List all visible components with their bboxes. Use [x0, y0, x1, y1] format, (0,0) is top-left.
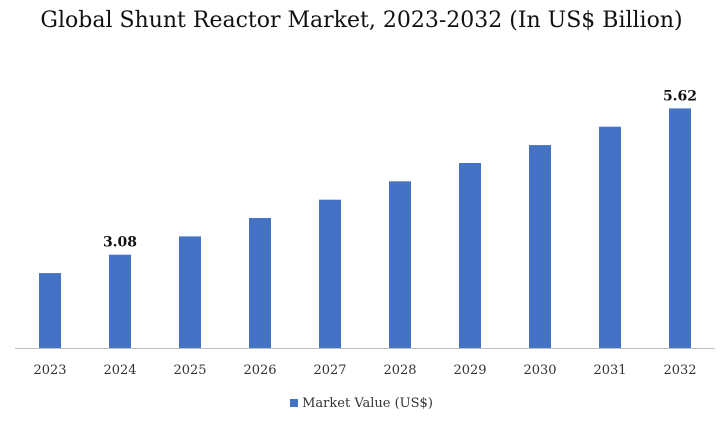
x-tick-label-2028: 2028 [383, 363, 416, 378]
x-tick-label-2023: 2023 [33, 363, 66, 378]
x-tick-label-2025: 2025 [173, 363, 206, 378]
bar-2025 [179, 236, 201, 348]
bar-2032 [669, 108, 691, 349]
x-tick-label-2026: 2026 [243, 363, 276, 378]
bar-2029 [459, 163, 481, 348]
bar-2026 [249, 218, 271, 348]
bar-2027 [319, 199, 341, 348]
x-tick-label-2031: 2031 [593, 363, 626, 378]
data-label-2024: 3.08 [103, 235, 137, 251]
chart-title: Global Shunt Reactor Market, 2023-2032 (… [40, 8, 683, 33]
bar-2030 [529, 145, 551, 348]
data-label-2032: 5.62 [663, 88, 697, 104]
x-tick-label-2032: 2032 [663, 363, 696, 378]
x-tick-label-2030: 2030 [523, 363, 556, 378]
bar-2028 [389, 181, 411, 348]
x-tick-label-2029: 2029 [453, 363, 486, 378]
x-tick-label-2024: 2024 [103, 363, 136, 378]
legend-label: Market Value (US$) [302, 396, 433, 411]
bar-2031 [599, 126, 621, 348]
legend: Market Value (US$) [0, 396, 723, 411]
legend-swatch [290, 399, 299, 407]
x-tick-label-2027: 2027 [313, 363, 346, 378]
bar-2023 [39, 273, 61, 348]
bar-2024 [109, 254, 131, 348]
